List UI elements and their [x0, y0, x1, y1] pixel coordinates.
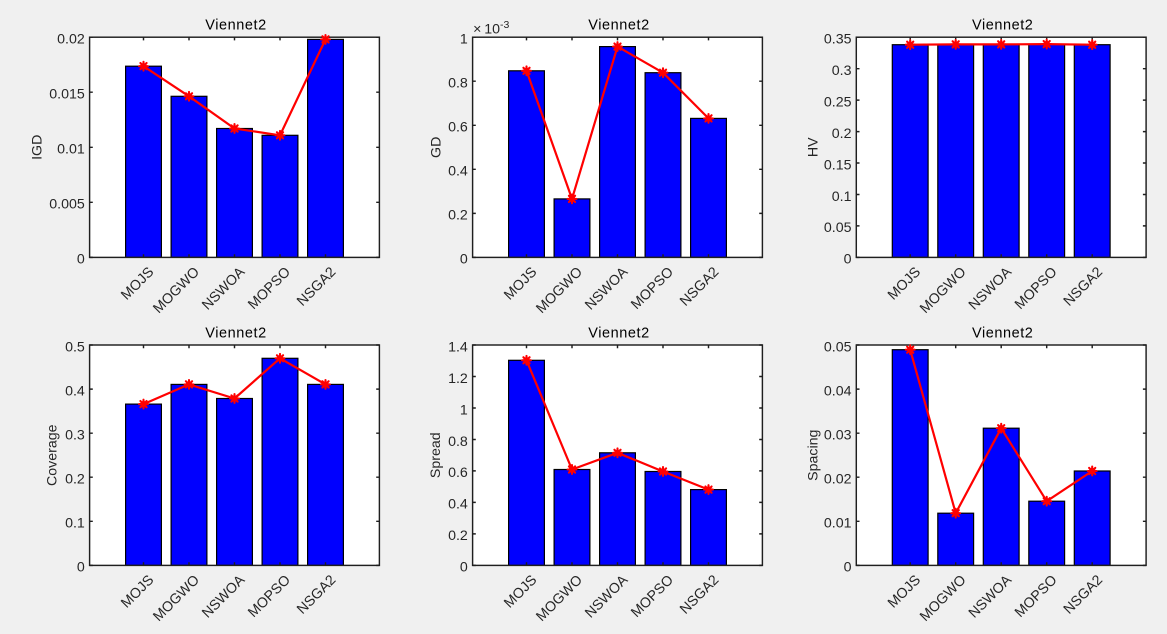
svg-text:0.4: 0.4 [448, 164, 468, 180]
svg-text:0.02: 0.02 [57, 32, 85, 48]
svg-text:0.15: 0.15 [824, 157, 852, 173]
svg-text:0.35: 0.35 [824, 32, 852, 48]
svg-text:Viennet2: Viennet2 [588, 325, 649, 341]
svg-text:0.2: 0.2 [65, 472, 85, 488]
svg-text:0: 0 [844, 560, 852, 576]
svg-text:0: 0 [460, 252, 468, 268]
svg-text:0.6: 0.6 [448, 465, 468, 481]
svg-text:Spacing: Spacing [806, 430, 822, 481]
svg-text:0.02: 0.02 [824, 472, 852, 488]
svg-text:0.01: 0.01 [824, 516, 852, 532]
svg-text:0.3: 0.3 [65, 428, 85, 444]
svg-text:0: 0 [77, 252, 85, 268]
svg-text:0.8: 0.8 [448, 76, 468, 92]
svg-text:Coverage: Coverage [45, 424, 61, 486]
svg-text:0.05: 0.05 [824, 220, 852, 236]
svg-text:0.01: 0.01 [57, 142, 85, 158]
svg-text:0.1: 0.1 [65, 516, 85, 532]
svg-text:0.6: 0.6 [448, 120, 468, 136]
svg-text:Viennet2: Viennet2 [205, 325, 266, 341]
svg-text:0: 0 [77, 560, 85, 576]
svg-text:Viennet2: Viennet2 [205, 18, 266, 34]
svg-text:0.25: 0.25 [824, 94, 852, 110]
svg-text:0: 0 [844, 252, 852, 268]
svg-text:0: 0 [460, 560, 468, 576]
svg-text:0.4: 0.4 [448, 497, 468, 513]
svg-text:0.03: 0.03 [824, 428, 852, 444]
svg-text:Viennet2: Viennet2 [972, 18, 1033, 34]
svg-text:0.8: 0.8 [448, 434, 468, 450]
svg-text:IGD: IGD [30, 135, 46, 160]
svg-text:1.2: 1.2 [448, 371, 468, 387]
svg-text:1: 1 [460, 402, 468, 418]
svg-text:1.4: 1.4 [448, 339, 468, 355]
svg-text:HV: HV [805, 137, 821, 157]
svg-text:0.1: 0.1 [832, 189, 852, 205]
svg-text:0.5: 0.5 [65, 339, 85, 355]
svg-text:0.2: 0.2 [832, 126, 852, 142]
svg-text:0.3: 0.3 [832, 63, 852, 79]
svg-text:0.05: 0.05 [824, 339, 852, 355]
svg-text:0.005: 0.005 [49, 197, 85, 213]
svg-text:Viennet2: Viennet2 [588, 18, 649, 34]
svg-text:0.015: 0.015 [49, 87, 85, 103]
svg-text:Viennet2: Viennet2 [972, 325, 1033, 341]
svg-text:0.2: 0.2 [448, 208, 468, 224]
svg-text:1: 1 [460, 32, 468, 48]
svg-text:Spread: Spread [428, 432, 444, 478]
svg-text:0.2: 0.2 [448, 528, 468, 544]
svg-text:GD: GD [429, 137, 445, 158]
svg-text:0.4: 0.4 [65, 383, 85, 399]
svg-text:0.04: 0.04 [824, 383, 852, 399]
